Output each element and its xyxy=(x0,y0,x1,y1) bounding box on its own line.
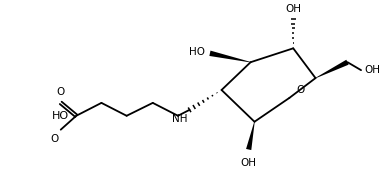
Polygon shape xyxy=(316,60,349,78)
Text: HO: HO xyxy=(51,111,68,121)
Text: O: O xyxy=(296,85,304,95)
Text: OH: OH xyxy=(285,4,301,14)
Text: O: O xyxy=(57,87,65,97)
Text: NH: NH xyxy=(172,114,188,124)
Polygon shape xyxy=(209,51,251,62)
Text: OH: OH xyxy=(364,65,380,75)
Text: O: O xyxy=(50,134,59,144)
Polygon shape xyxy=(246,122,255,150)
Text: OH: OH xyxy=(241,158,257,168)
Text: HO: HO xyxy=(189,47,205,57)
